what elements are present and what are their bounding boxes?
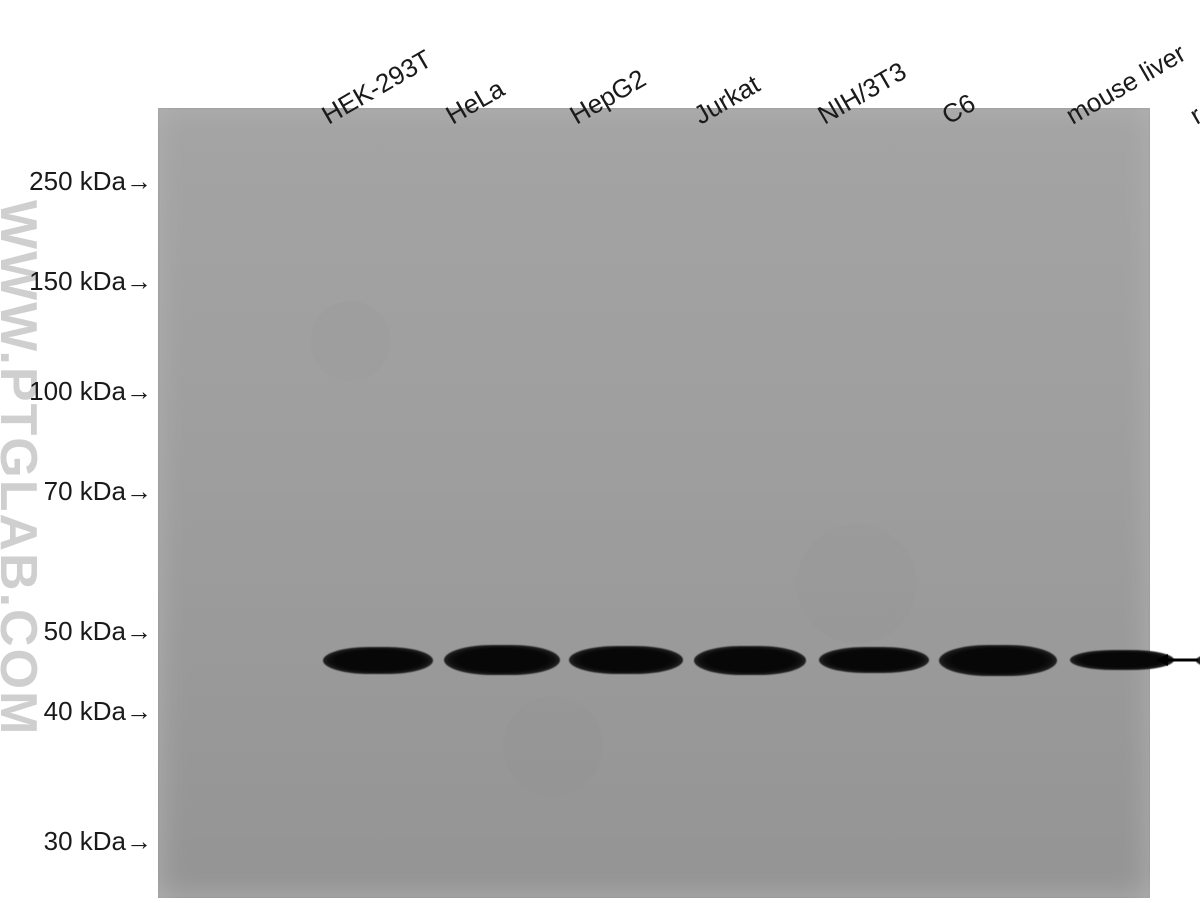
blot-texture	[158, 108, 1150, 898]
protein-band	[323, 647, 433, 674]
protein-band	[444, 645, 560, 675]
marker-label: 70 kDa→	[0, 476, 152, 507]
figure-container: { "figure": { "type": "western-blot", "w…	[0, 0, 1200, 903]
protein-band	[819, 647, 929, 673]
marker-label: 150 kDa→	[0, 266, 152, 297]
marker-label: 30 kDa→	[0, 826, 152, 857]
marker-label: 40 kDa→	[0, 696, 152, 727]
lane-label: rat liver	[1185, 62, 1200, 131]
target-band-arrow-icon	[1156, 650, 1200, 670]
marker-label: 250 kDa→	[0, 166, 152, 197]
blot-membrane	[158, 108, 1150, 898]
protein-band	[939, 645, 1057, 676]
marker-label: 50 kDa→	[0, 616, 152, 647]
marker-label: 100 kDa→	[0, 376, 152, 407]
protein-band	[569, 646, 683, 674]
protein-band	[694, 646, 806, 675]
